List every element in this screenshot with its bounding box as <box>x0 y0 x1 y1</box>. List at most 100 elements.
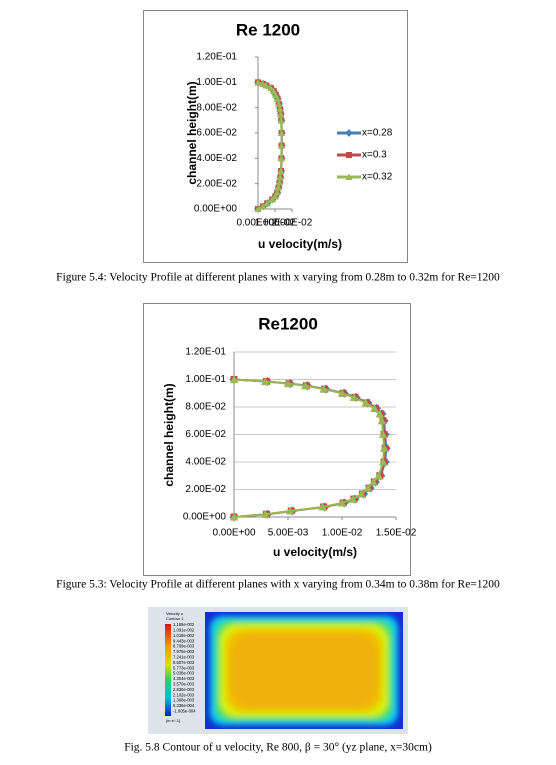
marker <box>370 404 379 412</box>
marker <box>379 444 389 452</box>
marker <box>375 409 384 418</box>
legend-label: x=0.3 <box>362 150 387 161</box>
y-axis-title: channel height(m) <box>185 81 199 184</box>
marker <box>261 377 270 386</box>
contour-level: 1.165e-002 <box>173 622 195 627</box>
marker <box>273 95 281 102</box>
marker <box>374 471 383 480</box>
y-tick-label: 1.00E-01 <box>196 77 237 88</box>
contour-level: 7.975e-003 <box>173 649 195 654</box>
marker <box>348 494 357 503</box>
contour-level: 2.102e-003 <box>173 692 195 697</box>
marker <box>277 110 285 117</box>
marker <box>357 489 366 498</box>
y-tick-label: 2.00E-02 <box>185 484 226 495</box>
contour-level: 7.241e-003 <box>173 655 195 660</box>
y-tick-label: 6.00E-02 <box>185 429 226 440</box>
y-tick-label: 4.00E-02 <box>185 457 226 468</box>
marker <box>337 498 347 507</box>
marker <box>346 152 352 158</box>
contour-level: 5.038e-003 <box>173 671 195 676</box>
x-tick-label: 2.00E-02 <box>272 218 313 229</box>
x-tick-label: 0.00E+00 <box>236 218 280 229</box>
marker <box>254 205 262 212</box>
contour-level: -1.005e-004 <box>173 709 196 714</box>
caption: Fig. 5.8 Contour of u velocity, Re 800, … <box>124 742 432 754</box>
marker <box>283 379 293 388</box>
x-tick-label: 0.00E+00 <box>212 528 256 539</box>
chart-title: Re1200 <box>258 314 318 333</box>
marker <box>377 416 387 425</box>
y-tick-label: 4.00E-02 <box>196 153 237 164</box>
marker <box>267 84 275 92</box>
contour-level: 3.570e-003 <box>173 682 195 687</box>
y-tick-label: 1.20E-01 <box>196 52 237 63</box>
marker <box>277 167 285 174</box>
marker <box>349 393 359 401</box>
contour-level: 2.836e-003 <box>173 687 195 692</box>
contour-title: Contour 1 <box>166 616 184 621</box>
marker <box>345 129 353 137</box>
marker <box>345 173 353 180</box>
contour-image <box>148 607 408 734</box>
contour-level: 6.336e-004 <box>173 703 195 708</box>
marker <box>277 154 285 162</box>
x-tick-label: 1.00E-02 <box>322 528 363 539</box>
x-tick-label: 1.50E-02 <box>376 528 417 539</box>
chart-frame <box>143 10 408 263</box>
series-line <box>233 378 386 518</box>
marker <box>337 389 347 397</box>
legend-label: x=0.28 <box>362 128 393 139</box>
marker <box>229 512 239 521</box>
chart-title: Re 1200 <box>236 20 300 39</box>
caption: Figure 5.4: Velocity Profile at differen… <box>56 272 500 284</box>
chart-frame <box>143 303 411 576</box>
marker <box>271 192 279 200</box>
marker <box>361 398 370 407</box>
x-axis-title: u velocity(m/s) <box>273 545 357 559</box>
caption: Figure 5.3: Velocity Profile at differen… <box>56 579 500 591</box>
marker <box>263 199 271 207</box>
y-tick-label: 8.00E-02 <box>185 402 226 413</box>
marker <box>276 105 284 112</box>
y-tick-label: 1.00E-01 <box>185 374 226 385</box>
marker <box>363 483 373 492</box>
marker <box>276 173 284 181</box>
y-axis-title: channel height(m) <box>162 383 176 486</box>
contour-level: 1.091e-002 <box>173 628 195 633</box>
contour-level: 9.443e-003 <box>173 638 195 643</box>
marker <box>254 78 262 86</box>
marker <box>378 430 388 438</box>
marker <box>259 202 267 210</box>
x-axis-title: u velocity(m/s) <box>258 237 342 251</box>
marker <box>275 100 283 107</box>
contour-level: 5.773e-003 <box>173 665 195 670</box>
contour-level: 4.304e-003 <box>173 676 195 681</box>
marker <box>319 384 328 393</box>
marker <box>229 375 239 383</box>
y-tick-label: 0.00E+00 <box>183 512 227 523</box>
marker <box>277 142 286 149</box>
marker <box>275 178 284 186</box>
x-tick-label: 5.00E-03 <box>268 528 309 539</box>
y-tick-label: 1.20E-01 <box>185 347 226 358</box>
marker <box>301 381 310 390</box>
y-tick-label: 2.00E-02 <box>196 178 237 189</box>
contour-title: Velocity u <box>166 611 183 616</box>
marker <box>378 457 388 466</box>
marker <box>277 129 286 136</box>
legend-label: x=0.32 <box>362 172 393 183</box>
contour-unit: [m s^-1] <box>166 718 180 723</box>
marker <box>261 510 270 518</box>
marker <box>369 477 378 486</box>
x-tick-label: 1.00E-02 <box>255 218 296 229</box>
marker <box>318 502 327 511</box>
marker <box>273 188 281 196</box>
marker <box>272 91 280 98</box>
marker <box>274 183 282 191</box>
y-tick-label: 6.00E-02 <box>196 128 237 139</box>
contour-level: 1.368e-003 <box>173 698 195 703</box>
marker <box>277 116 285 124</box>
